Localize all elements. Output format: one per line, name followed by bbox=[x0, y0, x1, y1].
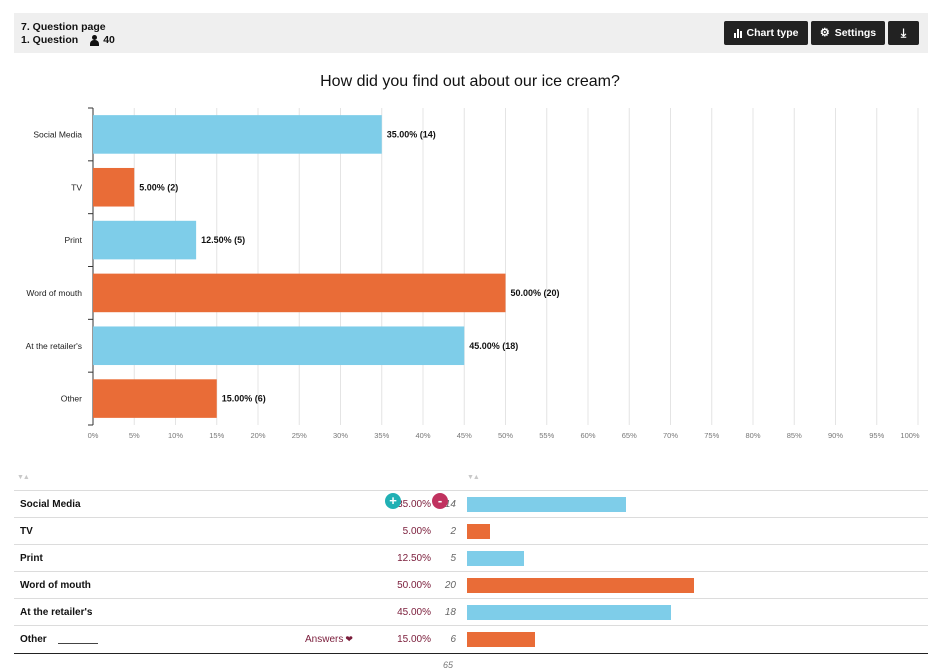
row-count: 14 bbox=[444, 499, 456, 510]
table-row: Social Media 35.00% 14 bbox=[14, 490, 928, 518]
category-label: Word of mouth bbox=[26, 288, 82, 298]
download-button[interactable]: ⤓ bbox=[888, 21, 919, 45]
category-label: Social Media bbox=[33, 129, 82, 139]
chart-type-button[interactable]: Chart type bbox=[724, 21, 808, 45]
question-label: 1. Question bbox=[21, 34, 79, 46]
row-percent: 35.00% bbox=[397, 499, 431, 510]
row-label: Print bbox=[20, 553, 43, 564]
x-tick-label: 50% bbox=[498, 431, 513, 440]
x-tick-label: 30% bbox=[333, 431, 348, 440]
x-tick-label: 90% bbox=[828, 431, 843, 440]
x-tick-label: 100% bbox=[900, 431, 920, 440]
other-text-field[interactable] bbox=[58, 643, 98, 644]
bar-chart: 0% 5% 10% 15% 20% 25% 30% 35% 40% 45% 50% 55% 60% 65%… bbox=[26, 107, 920, 440]
x-tick-label: 25% bbox=[292, 431, 307, 440]
table-row: Print 12.50% 5 bbox=[14, 544, 928, 572]
bar bbox=[93, 167, 135, 207]
row-percent: 15.00% bbox=[397, 634, 431, 645]
row-label: TV bbox=[20, 526, 33, 537]
category-label: At the retailer's bbox=[26, 341, 82, 351]
x-tick-label: 5% bbox=[129, 431, 140, 440]
row-percent: 12.50% bbox=[397, 553, 431, 564]
page-label: 7. Question page bbox=[21, 21, 106, 33]
row-label: At the retailer's bbox=[20, 607, 93, 618]
row-count: 2 bbox=[450, 526, 456, 537]
row-bar bbox=[467, 605, 672, 620]
row-count: 20 bbox=[444, 580, 456, 591]
x-tick-label: 45% bbox=[457, 431, 472, 440]
x-tick-label: 95% bbox=[869, 431, 884, 440]
category-label: Other bbox=[61, 394, 82, 404]
chart-type-label: Chart type bbox=[746, 27, 799, 39]
bar-chart-icon bbox=[733, 28, 742, 38]
row-percent: 50.00% bbox=[397, 580, 431, 591]
x-tick-label: 35% bbox=[374, 431, 389, 440]
data-label: 50.00% (20) bbox=[511, 288, 560, 298]
x-tick-label: 15% bbox=[209, 431, 224, 440]
x-tick-label: 55% bbox=[539, 431, 554, 440]
download-icon: ⤓ bbox=[900, 26, 907, 40]
category-label: TV bbox=[71, 182, 82, 192]
heart-icon: ❤ bbox=[345, 634, 353, 644]
bar bbox=[93, 273, 506, 313]
add-button[interactable]: + bbox=[385, 493, 401, 509]
chart-title: How did you find out about our ice cream… bbox=[320, 73, 620, 90]
settings-label: Settings bbox=[834, 27, 877, 39]
table-row: TV 5.00% 2 bbox=[14, 517, 928, 545]
row-label: Word of mouth bbox=[20, 580, 91, 591]
answers-label: Answers bbox=[305, 634, 344, 645]
answers-toggle[interactable]: Answers ❤ bbox=[305, 634, 353, 645]
sort-arrows-icon[interactable]: ▼▲ bbox=[17, 474, 30, 481]
row-percent: 5.00% bbox=[402, 526, 431, 537]
category-label: Print bbox=[65, 235, 83, 245]
row-count: 5 bbox=[450, 553, 456, 564]
row-label: Social Media bbox=[20, 499, 81, 510]
settings-button[interactable]: ⚙ Settings bbox=[811, 21, 885, 45]
data-label: 15.00% (6) bbox=[222, 394, 266, 404]
user-icon bbox=[89, 34, 100, 46]
sort-arrows-icon[interactable]: ▼▲ bbox=[467, 474, 480, 481]
respondent-count: 40 bbox=[103, 34, 115, 46]
data-label: 5.00% (2) bbox=[139, 182, 178, 192]
data-label: 12.50% (5) bbox=[201, 235, 245, 245]
table-row: At the retailer's 45.00% 18 bbox=[14, 598, 928, 626]
x-tick-label: 60% bbox=[580, 431, 595, 440]
x-tick-label: 40% bbox=[415, 431, 430, 440]
x-tick-label: 70% bbox=[663, 431, 678, 440]
row-label: Other bbox=[20, 634, 47, 645]
row-bar bbox=[467, 551, 524, 566]
gear-icon: ⚙ bbox=[819, 26, 830, 39]
total-count: 65 bbox=[443, 660, 454, 670]
toolbar: 7. Question page 1. Question 40 Chart ty… bbox=[14, 13, 928, 53]
bar bbox=[93, 326, 465, 366]
x-tick-label: 0% bbox=[88, 431, 99, 440]
row-count: 6 bbox=[450, 634, 456, 645]
x-tick-label: 10% bbox=[168, 431, 183, 440]
table-row: Word of mouth 50.00% 20 bbox=[14, 571, 928, 599]
remove-button[interactable]: - bbox=[432, 493, 448, 509]
row-bar bbox=[467, 578, 694, 593]
x-tick-label: 85% bbox=[787, 431, 802, 440]
bar bbox=[93, 220, 197, 260]
row-count: 18 bbox=[444, 607, 456, 618]
row-bar bbox=[467, 632, 536, 647]
table-row: Other Answers ❤ 15.00% 6 bbox=[14, 625, 928, 654]
question-info: 1. Question 40 bbox=[21, 34, 115, 46]
x-tick-label: 20% bbox=[250, 431, 265, 440]
bar bbox=[93, 379, 217, 418]
bar bbox=[93, 115, 382, 154]
data-label: 45.00% (18) bbox=[469, 341, 518, 351]
x-tick-label: 65% bbox=[622, 431, 637, 440]
row-bar bbox=[467, 524, 490, 539]
row-percent: 45.00% bbox=[397, 607, 431, 618]
x-tick-label: 80% bbox=[745, 431, 760, 440]
row-bar bbox=[467, 497, 626, 512]
data-label: 35.00% (14) bbox=[387, 129, 436, 139]
x-tick-label: 75% bbox=[704, 431, 719, 440]
